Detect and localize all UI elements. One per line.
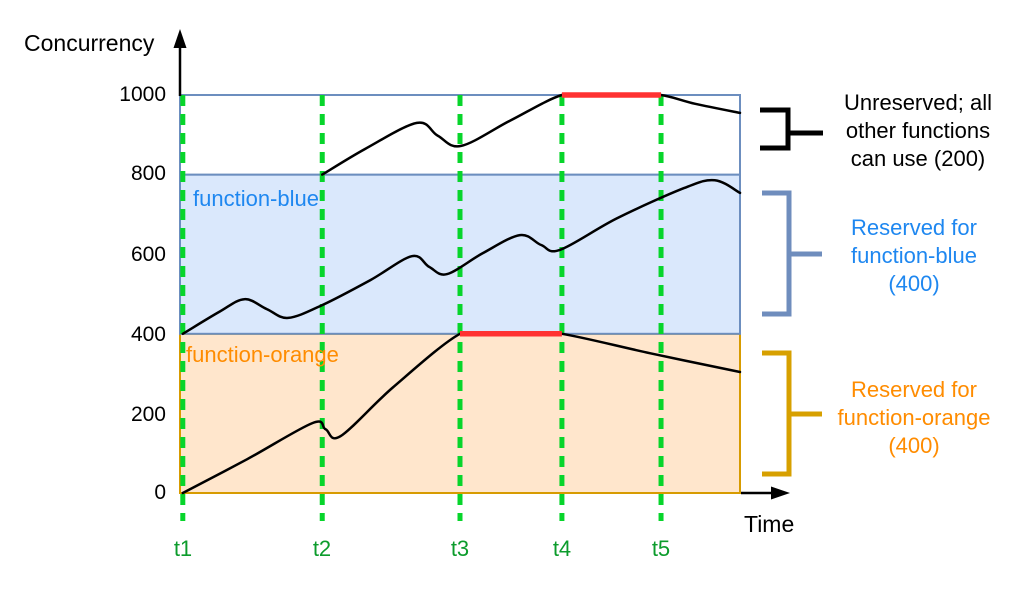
usage-curve-other-functions-usage bbox=[320, 93, 742, 176]
y-tick-600: 600 bbox=[130, 243, 166, 266]
x-tick-t3: t3 bbox=[450, 536, 470, 561]
band-label-function-blue: function-blue bbox=[193, 186, 319, 211]
y-tick-0: 0 bbox=[154, 481, 166, 504]
bracket-function-blue bbox=[762, 190, 822, 317]
annotation-blue-line1: Reserved for bbox=[851, 215, 977, 240]
x-axis-arrow-icon bbox=[771, 486, 790, 500]
annotation-blue-line3: (400) bbox=[888, 271, 940, 296]
bracket-unreserved bbox=[760, 107, 823, 151]
annotation-unreserved: Unreserved; all other functions can use … bbox=[822, 89, 1014, 173]
usage-curve-function-orange-usage bbox=[181, 332, 742, 495]
annotation-orange-line1: Reserved for bbox=[851, 377, 977, 402]
annotation-unreserved-line3: can use (200) bbox=[850, 146, 986, 171]
y-axis-title: Concurrency bbox=[24, 30, 155, 56]
bracket-function-orange bbox=[762, 350, 822, 477]
annotation-orange-line3: (400) bbox=[888, 433, 940, 458]
annotation-unreserved-line1: Unreserved; all bbox=[844, 90, 992, 115]
y-tick-1000: 1000 bbox=[119, 83, 166, 106]
y-axis-arrow-icon bbox=[173, 29, 187, 48]
y-tick-800: 800 bbox=[130, 162, 166, 185]
x-tick-t2: t2 bbox=[312, 536, 332, 561]
y-tick-400: 400 bbox=[130, 323, 166, 346]
usage-curve-function-blue-usage bbox=[181, 178, 742, 336]
annotation-reserved-blue: Reserved for function-blue (400) bbox=[818, 214, 1010, 298]
x-tick-t1: t1 bbox=[173, 536, 193, 561]
annotation-blue-line2: function-blue bbox=[851, 243, 977, 268]
annotation-reserved-orange: Reserved for function-orange (400) bbox=[818, 376, 1010, 460]
y-tick-200: 200 bbox=[130, 403, 166, 426]
annotation-unreserved-line2: other functions bbox=[845, 118, 991, 143]
x-tick-t4: t4 bbox=[552, 536, 572, 561]
x-axis-title: Time bbox=[744, 511, 795, 537]
annotation-orange-line2: function-orange bbox=[837, 405, 991, 430]
x-tick-t5: t5 bbox=[651, 536, 671, 561]
band-label-function-orange: function-orange bbox=[186, 342, 339, 367]
